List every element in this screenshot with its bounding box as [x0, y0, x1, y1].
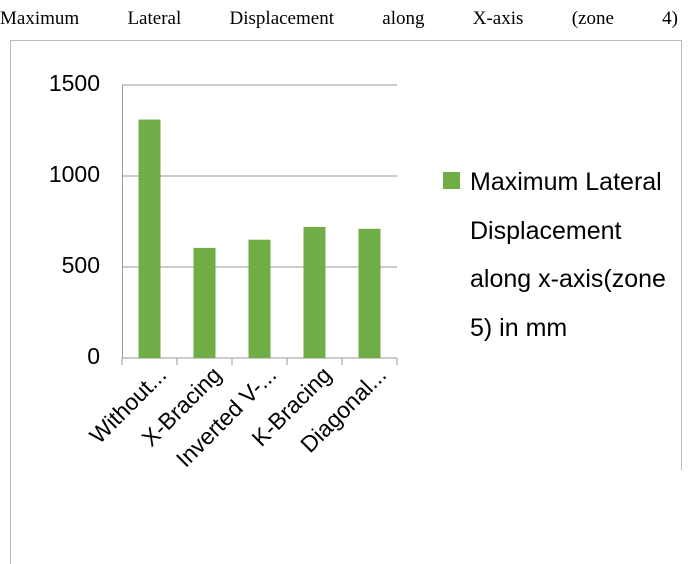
y-tick-label: 1500 — [49, 70, 100, 96]
legend-swatch — [443, 172, 460, 189]
bar — [138, 119, 161, 358]
chart-title: Maximum Lateral Displacement along X-axi… — [0, 8, 678, 29]
bar — [248, 239, 271, 358]
bar — [358, 228, 381, 358]
legend-label: Maximum Lateral Displacement along x-axi… — [470, 168, 666, 342]
bar — [303, 226, 326, 358]
y-tick-label: 500 — [62, 252, 100, 278]
y-tick-label: 0 — [87, 343, 100, 369]
bar — [193, 247, 216, 358]
y-tick-label: 1000 — [49, 161, 100, 187]
